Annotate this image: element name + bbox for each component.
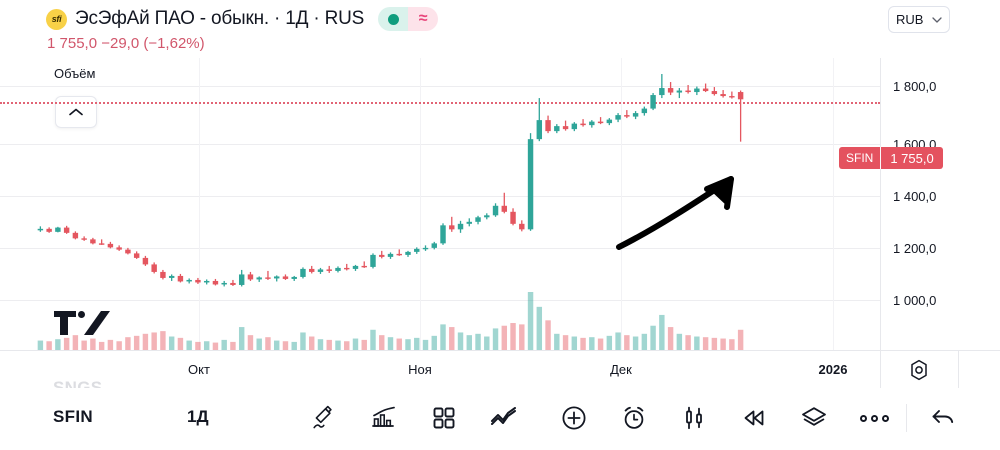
price-tick-4: 1 000,0 — [893, 293, 937, 308]
bottom-toolbar: SFIN 1Д — [0, 388, 1000, 450]
replay-icon[interactable] — [736, 400, 772, 436]
target-gear-icon[interactable] — [908, 359, 930, 386]
indicators-icon[interactable] — [486, 400, 522, 436]
gridline-1800 — [0, 86, 880, 87]
symbol-logo-icon: sfi — [46, 8, 67, 30]
time-tick-dek: Дек — [610, 362, 632, 377]
currency-select[interactable]: RUB — [888, 6, 950, 33]
chevron-up-icon — [69, 108, 83, 116]
gridline-1600 — [0, 144, 880, 145]
time-tick-noya: Ноя — [408, 362, 432, 377]
arrow-annotation[interactable] — [615, 163, 745, 258]
gridline-1000 — [0, 300, 880, 301]
undo-icon[interactable] — [925, 400, 961, 436]
compare-icon[interactable] — [676, 400, 712, 436]
chart-canvas[interactable]: Объём E — [0, 58, 880, 350]
gridline-noya — [420, 58, 421, 350]
time-tick-okt: Окт — [188, 362, 210, 377]
price-axis[interactable]: 1 800,0 1 600,0 1 400,0 1 200,0 1 000,0 … — [839, 58, 1000, 350]
last-price-tag-value: 1 755,0 — [881, 147, 943, 169]
chevron-down-icon — [932, 15, 942, 25]
toolbar-interval[interactable]: 1Д — [187, 407, 209, 426]
quote-change: 1 755,0 −29,0 (−1,62%) — [47, 35, 205, 52]
currency-label: RUB — [896, 12, 924, 27]
time-axis[interactable]: Окт Ноя Дек 2026 — [0, 350, 1000, 390]
gridline-1200 — [0, 248, 880, 249]
draw-tools-icon[interactable] — [306, 400, 342, 436]
market-status-badges: ≈ — [378, 7, 439, 31]
tradingview-logo — [54, 311, 110, 340]
last-price-line — [0, 102, 880, 104]
layers-icon[interactable] — [796, 400, 832, 436]
price-tick-2: 1 400,0 — [893, 189, 937, 204]
gridline-1400 — [0, 196, 880, 197]
market-open-dot-icon[interactable] — [378, 7, 409, 31]
chart-header: sfi ЭсЭфАй ПАО - обыкн. · 1Д · RUS ≈ 1 7… — [0, 0, 1000, 60]
last-price-tag[interactable]: SFIN 1 755,0 — [839, 147, 943, 169]
candlestick-plot — [37, 74, 744, 350]
last-price-tag-symbol: SFIN — [839, 147, 881, 169]
collapse-pane-button[interactable] — [55, 96, 97, 128]
price-tick-3: 1 200,0 — [893, 241, 937, 256]
chart-type-icon[interactable] — [366, 400, 402, 436]
more-icon[interactable] — [856, 400, 892, 436]
add-icon[interactable] — [556, 400, 592, 436]
gridline-dek — [621, 58, 622, 350]
price-tick-0: 1 800,0 — [893, 79, 937, 94]
gridline-2026 — [833, 58, 834, 350]
symbol-title[interactable]: ЭсЭфАй ПАО - обыкн. · 1Д · RUS — [75, 8, 365, 29]
toolbar-symbol[interactable]: SFIN — [53, 407, 93, 426]
alerts-icon[interactable] — [616, 400, 652, 436]
layouts-icon[interactable] — [426, 400, 462, 436]
approx-wave-icon[interactable]: ≈ — [408, 7, 439, 31]
volume-label: Объём — [54, 66, 96, 81]
gridline-okt — [199, 58, 200, 350]
symbol-row[interactable]: sfi ЭсЭфАй ПАО - обыкн. · 1Д · RUS ≈ — [46, 6, 439, 32]
time-tick-2026: 2026 — [818, 362, 848, 377]
